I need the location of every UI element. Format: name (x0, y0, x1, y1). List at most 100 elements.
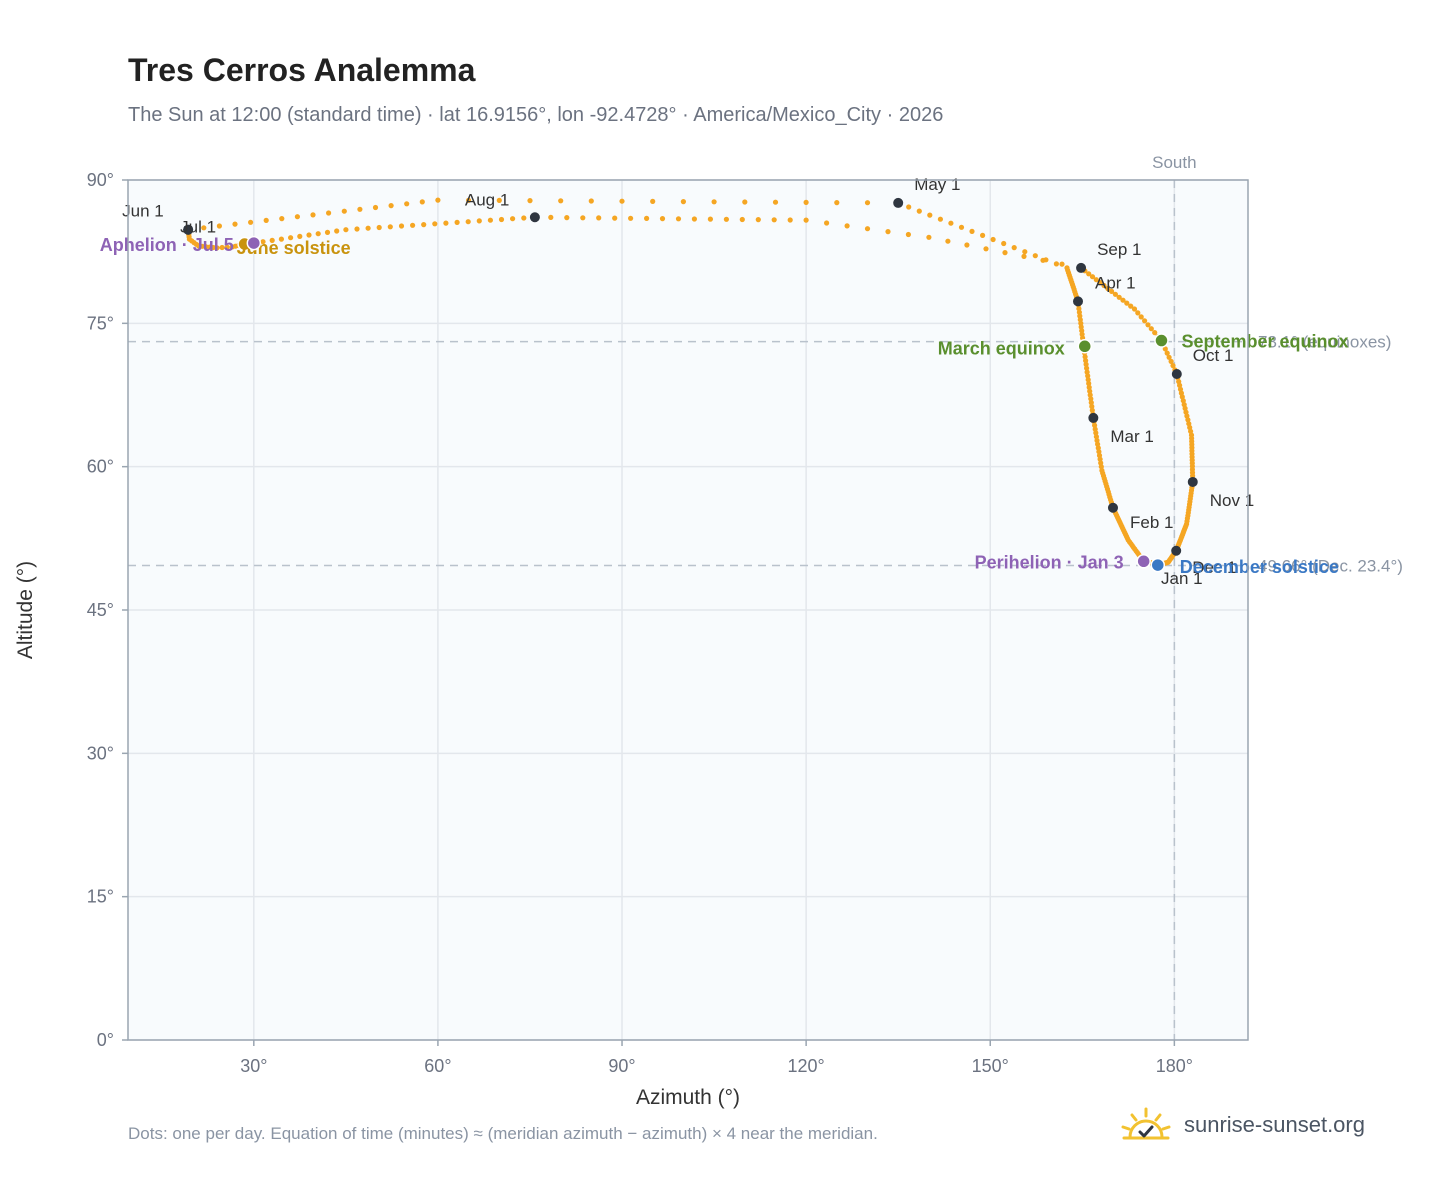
day-dot (326, 210, 332, 216)
day-dot (1087, 388, 1093, 394)
day-dot (659, 216, 666, 222)
day-dot (742, 199, 748, 205)
day-dot (1101, 282, 1107, 289)
event-label: March equinox (938, 338, 1065, 358)
day-dot (210, 244, 216, 251)
day-dot (1138, 314, 1144, 320)
month-marker (1076, 262, 1087, 273)
day-dot (527, 198, 533, 204)
y-tick-label: 60° (87, 457, 114, 477)
day-dot (969, 228, 975, 234)
day-dot (739, 216, 745, 223)
day-dot (1087, 392, 1093, 398)
day-dot (294, 214, 300, 220)
event-label: Perihelion · Jan 3 (975, 552, 1124, 572)
day-dot (1053, 261, 1059, 267)
day-dot (1177, 382, 1183, 388)
day-dot (948, 220, 954, 226)
day-dot (990, 236, 996, 243)
day-dot (958, 224, 965, 230)
day-dot (612, 215, 618, 221)
day-dot (288, 235, 294, 241)
day-dot (628, 215, 634, 221)
day-dot (219, 244, 225, 251)
day-dot (980, 232, 986, 238)
chart-subtitle: The Sun at 12:00 (standard time) · lat 1… (128, 104, 944, 126)
day-dot (558, 198, 564, 204)
day-dot (707, 216, 714, 222)
day-dot (1032, 253, 1038, 259)
month-label: Feb 1 (1130, 513, 1173, 532)
day-dot (263, 217, 269, 223)
day-dot (1135, 310, 1141, 316)
event-marker (1136, 554, 1151, 569)
day-dot (691, 216, 698, 222)
day-dot (365, 225, 371, 231)
meridian-label: South (1152, 153, 1196, 172)
month-marker (1187, 476, 1198, 487)
day-dot (885, 229, 891, 235)
x-tick-label: 120° (788, 1056, 825, 1076)
day-dot (324, 229, 331, 235)
day-dot (1086, 271, 1092, 277)
day-dot (454, 219, 460, 225)
x-tick-label: 90° (608, 1056, 635, 1076)
day-dot (864, 200, 871, 206)
reference-lines: South 73.1° (equinoxes) 49.66° (Dec. 23.4°… (128, 153, 1403, 1040)
month-label: May 1 (914, 175, 960, 194)
day-dot (388, 203, 394, 209)
event-label: June solstice (237, 238, 351, 258)
brand[interactable]: sunrise-sunset.org (1120, 1100, 1365, 1150)
day-dot (1145, 322, 1151, 328)
day-dot (224, 244, 230, 250)
x-tick-label: 30° (240, 1056, 267, 1076)
day-dot (1089, 407, 1095, 413)
day-dot (260, 239, 266, 245)
day-dot (1083, 361, 1089, 367)
day-dot (548, 214, 554, 220)
day-dot (864, 226, 871, 232)
month-marker (1171, 368, 1182, 379)
event-markers: March equinox September equinox June solst… (100, 235, 1349, 577)
day-dot (772, 199, 779, 205)
day-dot (476, 218, 482, 224)
day-dot (297, 233, 303, 239)
day-dot (1162, 346, 1168, 352)
day-dot (964, 242, 970, 248)
day-dot (1064, 265, 1070, 271)
day-dot (398, 223, 405, 229)
day-dot (410, 222, 416, 228)
reference-line-label: 49.66° (Dec. 23.4°) (1258, 556, 1403, 575)
day-dot (1164, 350, 1170, 356)
day-dot (1059, 261, 1065, 267)
day-dot (498, 216, 505, 223)
day-dot (269, 237, 275, 243)
month-label: Nov 1 (1210, 491, 1254, 510)
day-dot (443, 220, 449, 226)
month-marker (893, 197, 904, 208)
day-dot (824, 220, 830, 226)
month-marker (1088, 412, 1099, 423)
month-label: Apr 1 (1095, 273, 1136, 292)
day-dot (216, 223, 222, 229)
day-dot (465, 219, 471, 225)
day-dot (926, 234, 932, 240)
day-dot (306, 232, 312, 238)
day-dot (650, 198, 656, 204)
day-dot (906, 204, 912, 210)
day-dot (521, 215, 527, 221)
event-marker (1077, 339, 1093, 354)
day-dot (1084, 369, 1090, 375)
month-label: Sep 1 (1097, 240, 1141, 259)
day-dot (1022, 249, 1028, 255)
day-dot (1180, 398, 1186, 404)
day-dot (711, 199, 717, 205)
day-dot (945, 238, 951, 244)
x-tick-label: 150° (972, 1056, 1009, 1076)
month-label: Jun 1 (122, 202, 164, 221)
y-axis-label: Altitude (°) (14, 561, 37, 659)
day-dot (1152, 330, 1158, 336)
day-dot (387, 224, 393, 230)
day-dot (1021, 253, 1027, 259)
